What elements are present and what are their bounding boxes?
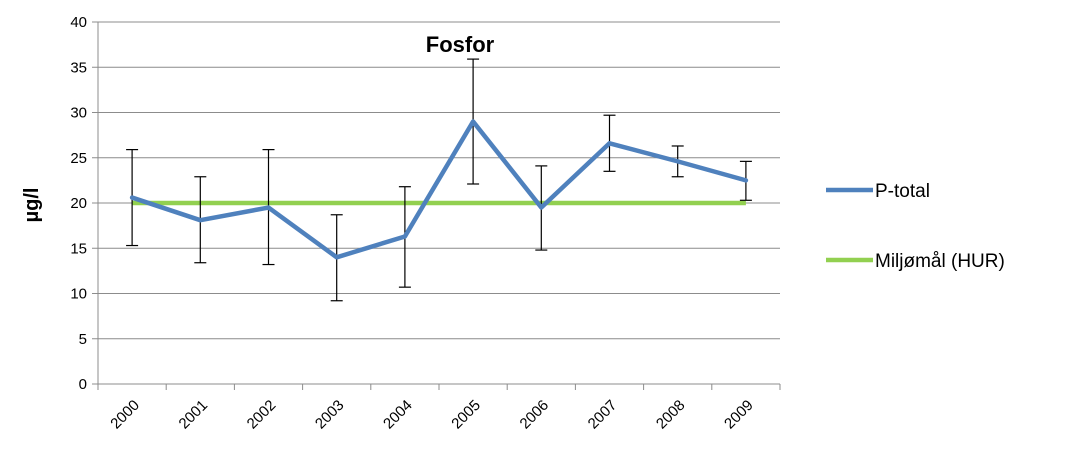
y-tick-label: 5 bbox=[79, 331, 87, 348]
x-tick-label: 2007 bbox=[585, 397, 621, 433]
axes bbox=[92, 21, 781, 390]
x-tick-label: 2002 bbox=[244, 397, 280, 433]
x-tick-label: 2006 bbox=[517, 397, 553, 433]
x-tick-label: 2003 bbox=[312, 397, 348, 433]
chart-title: Fosfor bbox=[426, 32, 495, 57]
y-tick-label: 15 bbox=[70, 240, 87, 257]
y-tick-label: 30 bbox=[70, 105, 87, 122]
series-line-p-total bbox=[129, 119, 749, 260]
x-tick-label: 2000 bbox=[107, 397, 143, 433]
x-tick-labels: 2000 2001 2002 2003 2004 2005 2006 2007 2008 2009 bbox=[107, 397, 756, 433]
x-tick-label: 2001 bbox=[176, 397, 212, 433]
legend-label: Miljømål (HUR) bbox=[875, 251, 1005, 272]
x-tick-label: 2008 bbox=[653, 397, 689, 433]
legend-item-p-total: P-total bbox=[826, 181, 930, 202]
y-axis-label: µg/l bbox=[21, 188, 43, 223]
y-tick-label: 40 bbox=[70, 14, 87, 31]
y-tick-label: 25 bbox=[70, 150, 87, 167]
y-tick-label: 10 bbox=[70, 286, 87, 303]
y-tick-label: 20 bbox=[70, 195, 87, 212]
x-tick-label: 2004 bbox=[380, 397, 416, 433]
p-total-series-layer bbox=[129, 119, 749, 260]
legend: P-total Miljømål (HUR) bbox=[826, 181, 1005, 272]
y-tick-label: 0 bbox=[79, 376, 87, 393]
x-tick-label: 2005 bbox=[448, 397, 484, 433]
legend-item-miljomal: Miljømål (HUR) bbox=[826, 251, 1005, 272]
x-tick-label: 2009 bbox=[721, 397, 757, 433]
legend-label: P-total bbox=[875, 181, 930, 202]
y-tick-label: 35 bbox=[70, 59, 87, 76]
y-tick-labels: 0 5 10 15 20 25 30 35 40 bbox=[70, 14, 87, 393]
